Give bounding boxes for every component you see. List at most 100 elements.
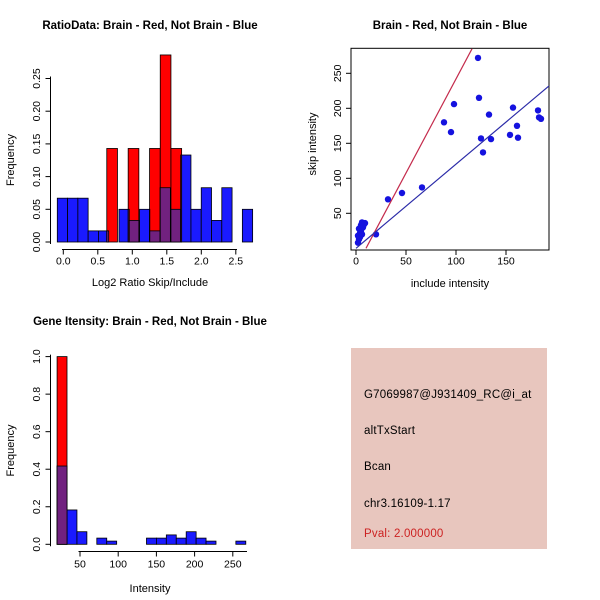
hist-bar-blue [195, 537, 207, 545]
hist-bar-blue [211, 220, 223, 243]
hist-bar-blue [146, 537, 157, 545]
y-tick-label: 0.20 [31, 101, 43, 122]
scatter-point [418, 184, 426, 191]
scatter-point [514, 134, 522, 141]
hist-bar-blue [77, 197, 89, 243]
y-tick-label: 150 [332, 134, 344, 152]
panel-gene-intensity-histogram: 0.0 0.2 0.4 0.6 0.8 1.0 50 100 150 200 250 Gene Ite… [0, 300, 300, 600]
hist-bar-blue [66, 509, 78, 545]
hist-bar-blue [106, 540, 118, 545]
scatter-point [384, 196, 392, 203]
x-tick-label: 1.0 [125, 256, 140, 268]
hist-bar-blue [190, 208, 202, 243]
hist-bar-overlap [149, 230, 161, 243]
y-axis-label: Frequency [5, 134, 17, 186]
hist-bar-blue [96, 537, 108, 545]
y-tick-label: 0.8 [31, 387, 43, 402]
scatter-point [485, 111, 493, 118]
panel-title: RatioData: Brain - Red, Not Brain - Blue [42, 20, 257, 32]
hist-bar-overlap [56, 465, 68, 545]
hist-bar-overlap [128, 220, 140, 243]
hist-bar-overlap [170, 208, 182, 243]
hist-bar-blue [139, 208, 151, 243]
panel-info: G7069987@J931409_RC@i_at altTxStart Bcan… [300, 300, 600, 600]
y-tick-label: 0.05 [31, 199, 43, 220]
x-tick-label: 0.5 [90, 256, 105, 268]
scatter-point [479, 149, 487, 156]
intensity-scatter-chart: 0 50 100 150 50 100 150 200 250 Brain - Red, Not … [307, 20, 550, 290]
y-axis-label: Frequency [5, 424, 17, 476]
hist-bar-blue [175, 537, 187, 545]
scatter-point [513, 122, 521, 129]
scatter-point [534, 107, 542, 114]
probe-id-label: G7069987@J931409_RC@i_at [364, 389, 532, 401]
hist-bar-blue [235, 540, 247, 545]
scatter-point [475, 94, 483, 102]
scatter-point [509, 104, 517, 111]
x-tick-label: 2.5 [228, 256, 243, 268]
gene-name-label: Bcan [364, 461, 392, 473]
y-tick-label: 250 [332, 64, 344, 82]
y-tick-label: 0.15 [31, 134, 43, 155]
x-tick-label: 0 [353, 256, 359, 268]
hist-bar-blue [56, 197, 68, 243]
hist-bar-blue [155, 537, 167, 545]
x-axis-label: include intensity [411, 278, 490, 290]
y-tick-label: 0.2 [31, 499, 43, 514]
locus-label: chr3.16109-1.17 [364, 498, 451, 510]
y-tick-label: 100 [332, 169, 344, 187]
panel-title: Gene Itensity: Brain - Red, Not Brain - … [33, 316, 267, 328]
scatter-point [506, 131, 514, 139]
fit-line-red [365, 48, 473, 249]
ratio-histogram-chart: 0.00 0.05 0.10 0.15 0.20 0.25 0.0 0.5 1.0 1.5 2.0 2… [5, 20, 258, 289]
hist-bar-red [149, 148, 161, 243]
hist-bar-overlap [180, 154, 183, 243]
x-tick-label: 0.0 [56, 256, 71, 268]
x-tick-label: 50 [400, 256, 412, 268]
hist-bar-blue [165, 534, 177, 545]
panel-title: Brain - Red, Not Brain - Blue [373, 20, 528, 32]
hist-bar-blue [205, 540, 217, 545]
y-tick-label: 50 [332, 207, 344, 219]
y-tick-label: 0.6 [31, 424, 43, 439]
y-tick-label: 0.00 [31, 232, 43, 253]
x-tick-label: 250 [224, 559, 242, 571]
hist-bar-red [106, 148, 118, 243]
hist-bar-blue [118, 208, 130, 243]
gene-intensity-histogram-chart: 0.0 0.2 0.4 0.6 0.8 1.0 50 100 150 200 250 Gene Ite… [5, 316, 267, 595]
hist-bar-blue [67, 197, 79, 243]
x-tick-label: 150 [148, 559, 166, 571]
y-tick-label: 0.10 [31, 166, 43, 187]
x-tick-label: 50 [74, 559, 86, 571]
y-tick-label: 0.0 [31, 537, 43, 552]
y-tick-label: 200 [332, 99, 344, 117]
hist-bar-blue [200, 187, 212, 243]
fit-line-blue [355, 85, 550, 249]
plot-box [350, 47, 550, 251]
hist-bar-blue [221, 187, 233, 243]
x-tick-label: 100 [447, 256, 465, 268]
y-tick-label: 0.4 [31, 462, 43, 477]
hist-bar-overlap [106, 230, 110, 243]
pval-label: Pval: 2.000000 [364, 528, 444, 540]
info-box: G7069987@J931409_RC@i_at altTxStart Bcan… [351, 348, 547, 549]
scatter-point [440, 119, 448, 126]
x-axis-label: Log2 Ratio Skip/Include [92, 277, 208, 289]
scatter-point [477, 135, 485, 142]
x-tick-label: 1.5 [159, 256, 174, 268]
y-tick-label: 0.25 [31, 68, 43, 89]
event-type-label: altTxStart [364, 425, 416, 437]
scatter-point [474, 54, 482, 62]
x-tick-label: 100 [109, 559, 127, 571]
hist-bar-blue [76, 531, 88, 545]
scatter-point [537, 115, 545, 123]
hist-bar-blue [87, 230, 99, 243]
x-axis-label: Intensity [130, 583, 171, 595]
y-axis-label: skip intensity [307, 112, 319, 175]
y-tick-label: 1.0 [31, 349, 43, 364]
hist-bar-blue [241, 208, 254, 243]
panel-intensity-scatter: 0 50 100 150 50 100 150 200 250 Brain - Red, Not … [300, 0, 600, 300]
scatter-point [361, 219, 369, 227]
hist-bar-blue [185, 531, 197, 545]
